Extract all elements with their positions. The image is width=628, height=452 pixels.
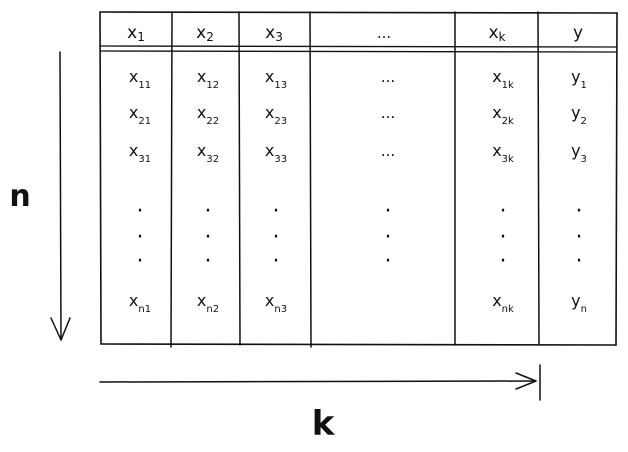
table-cell-r1-c5: x1k [492,67,514,91]
table-cell-r4-c2: · [205,199,212,224]
table-cell-r6-c6: · [576,249,583,274]
table-cell-r4-c4: · [385,199,392,224]
table-cell-r3-c5: x3k [492,141,514,165]
table-cell-r6-c2: · [205,249,212,274]
table-cell-r3-c3: x33 [265,141,287,165]
table-cell-r7-c6: yn [571,291,587,315]
table-cell-r5-c4: · [385,225,392,250]
header-cell-x2: x2 [196,23,214,44]
table-cell-r7-c3: xn3 [265,291,287,315]
table-cell-r5-c1: · [137,225,144,250]
table-cell-r1-c2: x12 [197,67,219,91]
table-cell-r1-c1: x11 [129,67,151,91]
header-cell-x3: x3 [265,23,283,44]
table-cell-r7-c1: xn1 [129,291,151,315]
header-cell-y: y [573,23,583,43]
header-cell-ellipsis: ... [377,24,391,42]
table-cell-r3-c4: ... [381,142,395,160]
header-cell-xk: xk [488,23,505,44]
table-cell-r5-c6: · [576,225,583,250]
table-cell-r7-c5: xnk [492,291,514,315]
table-cell-r3-c1: x31 [129,141,151,165]
table-cell-r3-c6: y3 [571,141,587,165]
table-cell-r2-c4: ... [381,104,395,122]
table-cell-r6-c4: · [385,249,392,274]
table-cell-r5-c3: · [273,225,280,250]
header-cell-x1: x1 [127,23,145,44]
rows-axis-label: n [9,179,30,214]
table-cell-r1-c4: ... [381,68,395,86]
table-cell-r2-c2: x22 [197,103,219,127]
table-cell-r1-c3: x13 [265,67,287,91]
table-cell-r4-c3: · [273,199,280,224]
table-cell-r4-c6: · [576,199,583,224]
table-cell-r4-c1: · [137,199,144,224]
table-cell-r6-c3: · [273,249,280,274]
table-body: x11 x12 x13... x1k y1 x21 x22 x23... x2k y2 x31 x32… [129,67,587,315]
table-cell-r4-c5: · [500,199,507,224]
table-cell-r2-c1: x21 [129,103,151,127]
table-cell-r5-c2: · [205,225,212,250]
table-grid [99,11,618,348]
table-cell-r6-c5: · [500,249,507,274]
table-cell-r3-c2: x32 [197,141,219,165]
table-cell-r1-c6: y1 [571,67,587,91]
table-cell-r6-c1: · [137,249,144,274]
table-cell-r2-c3: x23 [265,103,287,127]
cols-axis-label: k [312,404,336,444]
table-cell-r5-c5: · [500,225,507,250]
table-cell-r7-c2: xn2 [197,291,219,315]
table-cell-r2-c5: x2k [492,103,514,127]
table-cell-r2-c6: y2 [571,103,587,127]
header-row: x1 x2 x3 ... xk y [127,23,583,44]
cols-arrow [99,364,541,401]
rows-arrow [50,51,71,341]
